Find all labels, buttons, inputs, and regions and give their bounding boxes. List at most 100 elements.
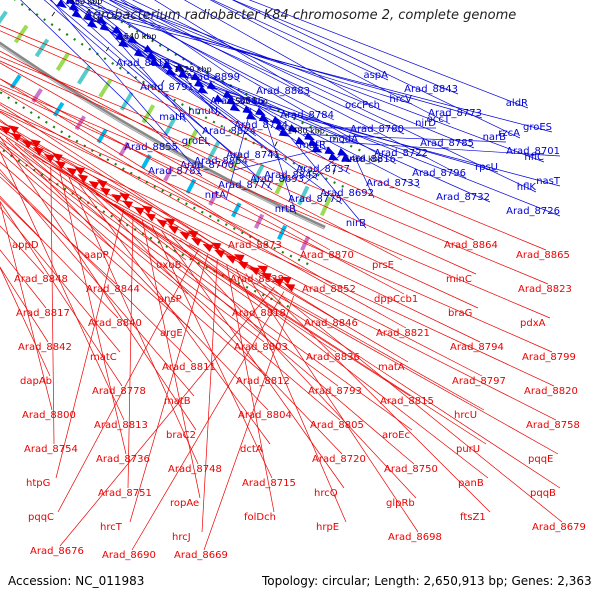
reverse-gene-label: ropAe	[170, 498, 199, 509]
reverse-leader-line	[0, 206, 121, 353]
forward-gene-label: aldR	[506, 98, 528, 109]
forward-gene-arrow	[197, 85, 209, 94]
reverse-gene-label: hrcQ	[314, 488, 338, 499]
reverse-leader-line	[59, 286, 275, 547]
forward-gene-arrow	[278, 128, 290, 137]
reverse-gene-arrow	[210, 242, 222, 251]
feature-block	[77, 65, 92, 85]
reverse-gene-label: Arad_8821	[376, 328, 430, 339]
reverse-gene-label: pqqE	[528, 454, 553, 465]
reverse-gene-arrow	[272, 278, 284, 287]
feature-block	[118, 141, 130, 157]
reverse-gene-label: Arad_8812	[236, 376, 290, 387]
reverse-gene-arrow	[74, 166, 86, 176]
reverse-leader-line	[0, 127, 483, 377]
reverse-leader-line	[95, 193, 415, 465]
reverse-leader-line	[255, 277, 491, 513]
feature-block	[297, 185, 310, 206]
reverse-gene-label: Arad_8864	[444, 240, 498, 251]
reverse-gene-label: matA	[378, 362, 405, 373]
reverse-leader-line	[179, 239, 489, 479]
kbp-tick	[161, 79, 165, 85]
forward-gene-arrow	[337, 147, 349, 156]
reverse-leader-line	[0, 121, 409, 363]
forward-gene-label: rpsU	[475, 162, 498, 173]
reverse-leader-line	[0, 119, 187, 261]
reverse-leader-line	[0, 62, 331, 251]
reverse-leader-line	[0, 56, 549, 285]
reverse-leader-line	[57, 249, 199, 513]
reverse-leader-line	[50, 166, 55, 445]
reverse-gene-arrow	[202, 243, 214, 252]
forward-gene-label: Arad_8726	[506, 206, 560, 217]
reverse-leader-line	[0, 201, 53, 411]
reverse-leader-line	[0, 266, 51, 377]
reverse-leader-line	[0, 161, 191, 329]
reverse-gene-label: Arad_8852	[302, 284, 356, 295]
forward-leader-line	[69, 0, 257, 137]
reverse-leader-line	[245, 273, 419, 533]
forward-leader-line	[303, 134, 507, 143]
forward-gene-label: Arad_8700	[180, 160, 234, 171]
reverse-gene-label: Arad_8865	[516, 250, 570, 261]
reverse-gene-label: argE	[160, 328, 183, 339]
reverse-leader-line	[129, 254, 209, 523]
reverse-gene-label: dctA	[240, 444, 263, 455]
reverse-leader-line	[0, 249, 47, 309]
forward-leader-line	[233, 146, 330, 171]
reverse-leader-line	[32, 154, 485, 411]
forward-gene-label: Arad_8724	[234, 120, 288, 131]
reverse-gene-label: Arad_8844	[86, 284, 140, 295]
forward-gene-arrow	[133, 48, 145, 58]
forward-gene-arrow	[341, 154, 352, 163]
reverse-gene-label: Arad_8800	[22, 410, 76, 421]
forward-gene-label: Arad_8786	[210, 96, 264, 107]
reverse-gene-label: Arad_8720	[312, 454, 366, 465]
reverse-leader-line	[0, 137, 339, 387]
forward-leader-line	[60, 0, 273, 191]
reverse-gene-label: braG	[448, 308, 472, 319]
reverse-gene-label: Arad_8778	[92, 386, 146, 397]
forward-leader-line	[316, 140, 561, 157]
reverse-leader-line	[0, 132, 411, 397]
reverse-gene-label: pqqC	[28, 512, 54, 523]
forward-leader-line	[154, 0, 311, 97]
reverse-leader-line	[0, 195, 119, 319]
forward-gene-label: nrtB	[275, 204, 296, 215]
forward-gene-label: Arad_8777	[218, 180, 272, 191]
forward-gene-label: Arad_8741	[226, 150, 280, 161]
reverse-leader-line	[0, 200, 123, 387]
forward-leader-line	[303, 153, 344, 185]
forward-gene-label: groEL	[182, 136, 211, 147]
kbp-mark-label: 1500 kbp	[230, 97, 268, 106]
forward-leader-line	[86, 11, 553, 133]
reverse-gene-arrow	[99, 187, 111, 196]
forward-gene-label: Arad_8796	[412, 168, 466, 179]
reverse-gene-label: Arad_8751	[98, 488, 152, 499]
reverse-gene-label: Arad_8836	[306, 352, 360, 363]
forward-gene-label: Arad_8722	[374, 148, 428, 159]
forward-gene-arrow	[324, 146, 336, 155]
feature-block	[96, 128, 108, 144]
reverse-leader-line	[0, 140, 265, 343]
reverse-gene-arrow	[156, 219, 168, 228]
reverse-leader-line	[131, 291, 285, 551]
reverse-gene-label: Arad_8870	[300, 250, 354, 261]
feature-block	[319, 196, 332, 217]
forward-gene-label: Arad_8737	[296, 164, 350, 175]
forward-gene-label: groES	[523, 122, 552, 133]
reverse-gene-label: hrcJ	[172, 532, 191, 543]
forward-leader-line	[75, 0, 319, 181]
forward-leader-line	[111, 27, 281, 161]
forward-gene-arrow	[96, 15, 108, 25]
forward-leader-line	[173, 65, 219, 117]
reverse-gene-label: prsE	[372, 260, 394, 271]
reverse-leader-line	[77, 182, 271, 445]
feature-block	[231, 202, 242, 218]
reverse-leader-line	[201, 259, 218, 533]
feature-block	[276, 224, 288, 241]
forward-leader-line	[113, 0, 545, 163]
forward-gene-label: Arad_8732	[436, 192, 490, 203]
feature-block	[207, 140, 221, 161]
